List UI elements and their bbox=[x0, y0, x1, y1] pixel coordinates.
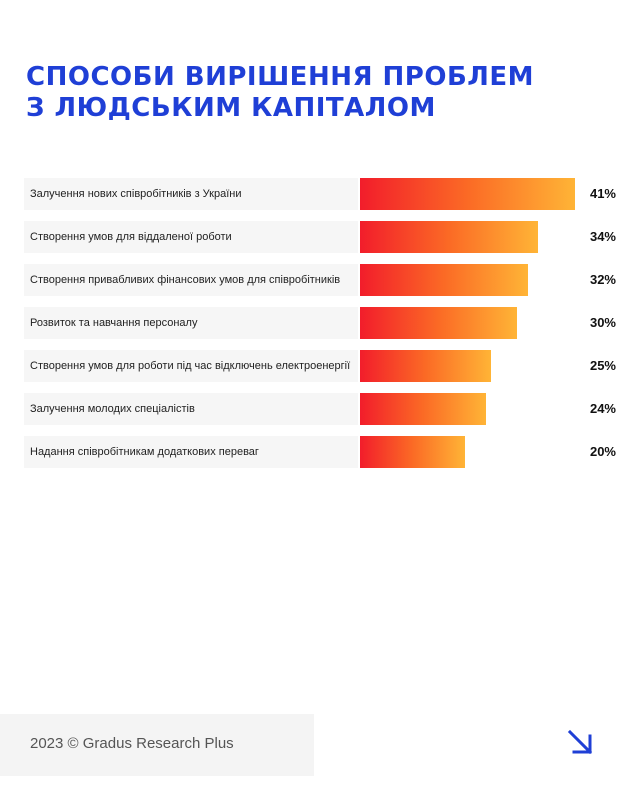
value-label: 32% bbox=[589, 272, 616, 287]
bar bbox=[360, 393, 486, 425]
footer-panel bbox=[0, 714, 314, 776]
value-label: 24% bbox=[589, 401, 616, 416]
title-line-1: СПОСОБИ ВИРІШЕННЯ ПРОБЛЕМ bbox=[26, 62, 534, 92]
category-label: Надання співробітникам додаткових перева… bbox=[30, 446, 259, 458]
footer-copyright: 2023 © Gradus Research Plus bbox=[30, 735, 234, 752]
title-line-2: З ЛЮДСЬКИМ КАПІТАЛОМ bbox=[26, 93, 436, 123]
value-label: 34% bbox=[589, 229, 616, 244]
arrow-down-right-icon[interactable] bbox=[566, 728, 594, 756]
value-label: 41% bbox=[589, 186, 616, 201]
row-label-background bbox=[24, 436, 358, 468]
row-label-background bbox=[24, 221, 358, 253]
row-label-background bbox=[24, 264, 358, 296]
bar bbox=[360, 436, 465, 468]
row-label-background bbox=[24, 393, 358, 425]
bar-chart: Залучення нових співробітників з України… bbox=[24, 178, 616, 468]
bar bbox=[360, 264, 528, 296]
chart-title: СПОСОБИ ВИРІШЕННЯ ПРОБЛЕМ З ЛЮДСЬКИМ КАП… bbox=[26, 62, 586, 124]
bar bbox=[360, 307, 517, 339]
category-label: Розвиток та навчання персоналу bbox=[30, 317, 198, 329]
bar bbox=[360, 178, 575, 210]
row-label-background bbox=[24, 350, 358, 382]
bar bbox=[360, 350, 491, 382]
category-label: Створення умов для роботи під час відклю… bbox=[30, 360, 351, 372]
row-label-background bbox=[24, 178, 358, 210]
value-label: 20% bbox=[589, 444, 616, 459]
category-label: Залучення молодих спеціалістів bbox=[30, 403, 195, 415]
category-label: Залучення нових співробітників з України bbox=[30, 188, 242, 200]
category-label: Створення привабливих фінансових умов дл… bbox=[30, 274, 341, 286]
bar bbox=[360, 221, 538, 253]
row-label-background bbox=[24, 307, 358, 339]
value-label: 25% bbox=[589, 358, 616, 373]
category-label: Створення умов для віддаленої роботи bbox=[30, 231, 232, 243]
value-label: 30% bbox=[589, 315, 616, 330]
